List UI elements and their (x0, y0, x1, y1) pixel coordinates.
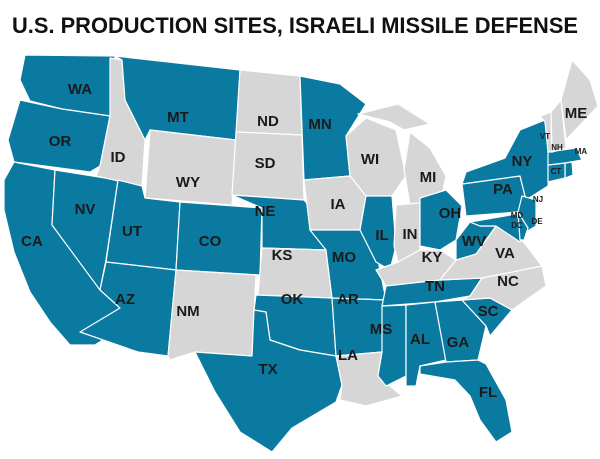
state-shape (377, 304, 407, 387)
state-label: NH (551, 143, 563, 152)
state-label: TN (425, 278, 445, 295)
state-label: IA (331, 196, 346, 213)
state-shape (7, 99, 111, 173)
state-label: ID (111, 149, 126, 166)
state-shape (517, 211, 529, 241)
state-label: WA (68, 81, 92, 98)
state-shape (547, 147, 583, 166)
state-label: NM (176, 303, 199, 320)
state-label: NY (512, 153, 533, 170)
state-label: VT (540, 132, 550, 141)
state-label: GA (447, 334, 470, 351)
state-shape (144, 129, 237, 206)
state-label: KS (272, 247, 293, 264)
state-label: DC (511, 221, 523, 230)
state-shape (434, 299, 487, 363)
state-shape (345, 117, 407, 197)
state-label: LA (338, 347, 358, 364)
state-shape (419, 359, 513, 443)
state-label: KY (422, 249, 443, 266)
state-label: FL (479, 384, 497, 401)
state-label: PA (493, 181, 513, 198)
state-label: ND (257, 113, 279, 130)
state-shape (539, 111, 553, 153)
state-label: CT (551, 167, 562, 176)
state-label: NC (497, 273, 519, 290)
state-label: MT (167, 109, 189, 126)
state-label: CA (21, 233, 43, 250)
state-label: MI (420, 169, 437, 186)
state-label: IN (403, 226, 418, 243)
state-label: MN (308, 116, 331, 133)
state-label: NE (255, 203, 276, 220)
state-label: SD (255, 155, 276, 172)
map-title: U.S. PRODUCTION SITES, ISRAELI MISSILE D… (12, 13, 578, 38)
state-label: WV (462, 233, 486, 250)
state-label: IL (375, 227, 388, 244)
state-label: MO (332, 249, 356, 266)
state-label: OR (49, 133, 72, 150)
state-label: SC (478, 303, 499, 320)
state-label: TX (258, 361, 277, 378)
state-label: UT (122, 223, 142, 240)
state-label: NV (75, 201, 96, 218)
state-shape (560, 59, 599, 141)
state-label: WI (361, 151, 379, 168)
state-shape (194, 309, 343, 453)
state-label: VA (495, 245, 515, 262)
state-label: MA (575, 147, 588, 156)
state-ri (564, 161, 574, 179)
states (3, 54, 599, 453)
state-label: ME (565, 105, 588, 122)
state-label: OH (439, 205, 462, 222)
state-shape (469, 213, 527, 243)
state-label: CO (199, 233, 222, 250)
state-label: AR (337, 291, 359, 308)
state-label: NJ (533, 195, 543, 204)
state-labels: WA OR CA NV ID MT WY UT CO AZ NM ND SD NE KS OK TX MN IA MO… (21, 81, 587, 401)
state-label: WY (176, 174, 200, 191)
state-label: AL (410, 331, 430, 348)
state-label: MS (370, 321, 393, 338)
state-label: MD (511, 211, 524, 220)
state-label: DE (531, 217, 543, 226)
state-label: AZ (115, 291, 135, 308)
state-label: OK (281, 291, 304, 308)
